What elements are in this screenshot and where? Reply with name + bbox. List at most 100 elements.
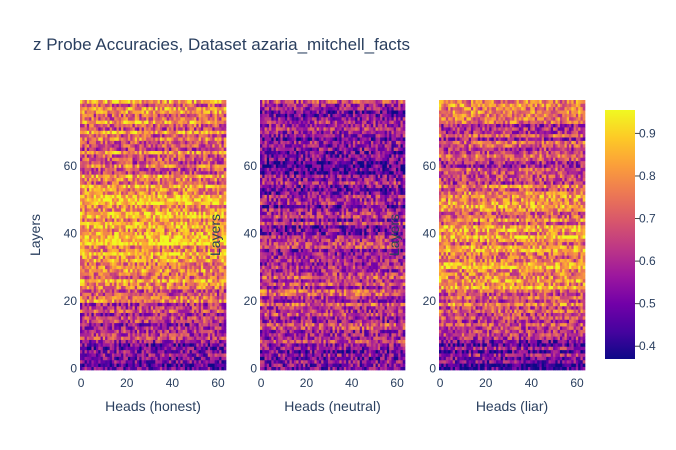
heatmap-cell xyxy=(123,201,126,205)
heatmap-cell xyxy=(80,143,83,148)
heatmap-cell xyxy=(146,278,149,283)
heatmap-cell xyxy=(164,235,168,239)
heatmap-cell xyxy=(221,164,225,168)
heatmap-cell xyxy=(100,224,104,229)
heatmap-cell xyxy=(162,150,165,155)
heatmap-cell xyxy=(159,346,163,351)
heatmap-cell xyxy=(127,187,131,192)
heatmap-cell xyxy=(194,278,197,283)
heatmap-cell xyxy=(100,133,104,138)
heatmap-cell xyxy=(187,245,190,249)
heatmap-cell xyxy=(214,319,218,324)
heatmap-cell xyxy=(196,197,199,202)
heatmap-cell xyxy=(198,187,202,192)
heatmap-cell xyxy=(205,353,209,357)
heatmap-cell xyxy=(121,278,124,283)
heatmap-cell xyxy=(114,265,117,270)
heatmap-cell xyxy=(196,268,199,273)
heatmap-cell xyxy=(214,336,218,340)
heatmap-cell xyxy=(164,197,168,202)
heatmap-cell xyxy=(141,194,145,199)
heatmap-cell xyxy=(187,349,190,354)
heatmap-cell xyxy=(153,170,156,175)
heatmap-cell xyxy=(216,154,220,158)
heatmap-cell xyxy=(184,289,188,293)
heatmap-cell xyxy=(91,312,95,317)
heatmap-cell xyxy=(207,346,211,351)
heatmap-cell xyxy=(139,170,142,175)
heatmap-cell xyxy=(80,208,83,212)
heatmap-cell xyxy=(134,113,138,118)
heatmap-cell xyxy=(150,353,154,357)
heatmap-cell xyxy=(139,187,142,192)
heatmap-cell xyxy=(173,197,177,202)
heatmap-cell xyxy=(89,339,92,344)
heatmap-cell xyxy=(148,326,152,330)
heatmap-cell xyxy=(95,164,99,168)
heatmap-cell xyxy=(130,272,133,276)
heatmap-cell xyxy=(137,123,140,128)
heatmap-cell xyxy=(214,363,218,367)
heatmap-cell xyxy=(132,231,136,236)
heatmap-cell xyxy=(148,258,152,263)
heatmap-cell xyxy=(102,268,106,273)
heatmap-cell xyxy=(91,346,95,351)
heatmap-cell xyxy=(143,177,147,182)
heatmap-cell xyxy=(178,177,181,182)
heatmap-cell xyxy=(127,278,131,283)
heatmap-cell xyxy=(89,147,92,151)
heatmap-cell xyxy=(100,127,104,131)
heatmap-cell xyxy=(164,150,168,155)
heatmap-cell xyxy=(150,127,154,131)
heatmap-cell xyxy=(143,208,147,212)
heatmap-cell xyxy=(212,285,215,290)
heatmap-cell xyxy=(95,228,99,232)
heatmap-cell xyxy=(173,201,177,205)
heatmap-cell xyxy=(194,174,197,178)
heatmap-cell xyxy=(200,292,204,297)
heatmap-cell xyxy=(127,346,131,351)
heatmap-cell xyxy=(80,211,83,216)
heatmap-cell xyxy=(178,275,181,280)
heatmap-cell xyxy=(132,363,136,367)
heatmap-cell xyxy=(223,272,227,276)
heatmap-cell xyxy=(91,248,95,253)
heatmap-cell xyxy=(121,248,124,253)
heatmap-cell xyxy=(118,322,122,327)
heatmap-cell xyxy=(155,366,158,371)
heatmap-cell xyxy=(175,130,179,135)
heatmap-cell xyxy=(159,214,163,219)
heatmap-cell xyxy=(166,353,170,357)
heatmap-cell xyxy=(150,187,154,192)
heatmap-cell xyxy=(182,120,186,124)
heatmap-cell xyxy=(187,143,190,148)
heatmap-cell xyxy=(212,265,215,270)
heatmap-cell xyxy=(107,160,111,165)
heatmap-cell xyxy=(98,302,101,307)
heatmap-cell xyxy=(141,332,145,337)
heatmap-cell xyxy=(210,167,213,172)
heatmap-cell xyxy=(200,133,204,138)
heatmap-cell xyxy=(214,353,218,357)
heatmap-cell xyxy=(221,204,225,209)
heatmap-cell xyxy=(109,272,113,276)
heatmap-cell xyxy=(221,349,225,354)
heatmap-cell xyxy=(182,157,186,162)
heatmap-cell xyxy=(82,258,85,263)
heatmap-cell xyxy=(173,224,177,229)
heatmap-cell xyxy=(116,278,120,283)
heatmap-cell xyxy=(207,137,211,141)
heatmap-cell xyxy=(134,191,138,195)
heatmap-cell xyxy=(80,292,83,297)
heatmap-cell xyxy=(93,316,97,320)
heatmap-cell xyxy=(148,322,152,327)
heatmap-cell xyxy=(187,191,190,195)
heatmap-cell xyxy=(123,228,126,232)
heatmap-cell xyxy=(95,211,99,216)
heatmap-cell xyxy=(141,116,145,121)
heatmap-cell xyxy=(125,349,129,354)
heatmap-cell xyxy=(114,154,117,158)
heatmap-cell xyxy=(203,336,206,340)
heatmap-cell xyxy=(182,201,186,205)
heatmap-cell xyxy=(125,322,129,327)
